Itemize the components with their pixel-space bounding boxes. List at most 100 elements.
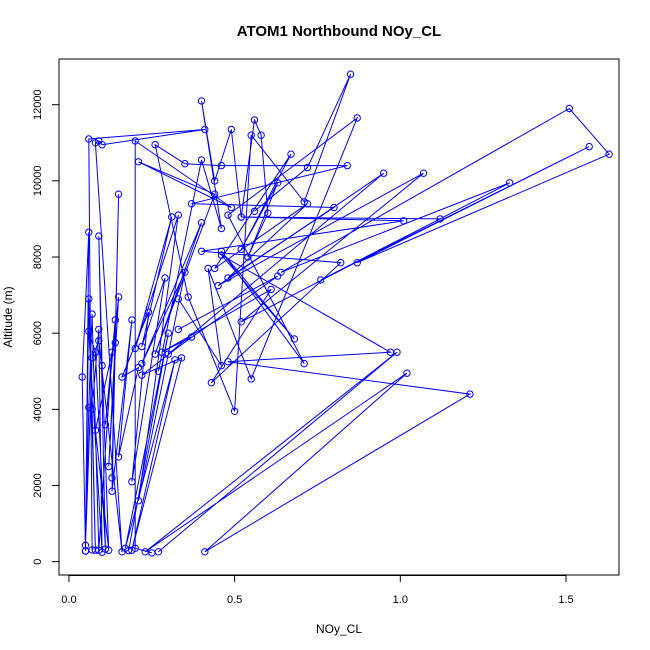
series-line	[154, 73, 352, 412]
data-point	[247, 131, 255, 139]
data-point	[217, 251, 226, 259]
data-point	[330, 203, 338, 212]
data-point	[105, 546, 113, 554]
data-point	[95, 232, 103, 240]
data-point	[217, 224, 226, 233]
data-point	[337, 259, 345, 267]
data-point	[111, 339, 120, 347]
data-point	[95, 325, 103, 334]
x-axis: 0.0 0.5 1.0 1.5	[61, 575, 574, 606]
data-point	[181, 268, 189, 276]
x-tick-label: 1.0	[393, 594, 408, 606]
data-point	[114, 293, 123, 301]
data-point	[187, 200, 196, 208]
data-point	[134, 158, 143, 166]
data-point	[247, 375, 255, 383]
data-point	[565, 104, 573, 113]
data-point	[217, 247, 226, 256]
data-point	[419, 169, 428, 177]
data-point	[138, 371, 146, 379]
data-point	[138, 342, 146, 351]
series-3	[151, 70, 355, 415]
data-point	[101, 420, 110, 429]
data-point	[303, 163, 312, 172]
series-5	[141, 114, 474, 556]
data-point	[128, 316, 136, 324]
data-point	[85, 135, 93, 143]
data-point	[346, 70, 355, 78]
series-2	[101, 137, 236, 557]
data-point	[217, 361, 226, 370]
data-point	[353, 114, 361, 122]
data-point	[85, 228, 93, 237]
data-point	[250, 207, 259, 216]
data-point	[98, 141, 106, 149]
data-point	[436, 215, 444, 223]
data-point	[158, 348, 166, 356]
data-point	[184, 293, 192, 301]
data-point	[224, 211, 232, 219]
data-point	[207, 379, 216, 387]
data-point	[91, 426, 100, 434]
y-tick-label: 6000	[32, 321, 44, 345]
data-point	[605, 150, 613, 158]
data-point	[257, 131, 265, 139]
y-tick-label: 12000	[32, 89, 44, 120]
data-point	[151, 141, 159, 149]
data-point	[230, 407, 239, 415]
data-point	[237, 213, 245, 221]
y-tick-label: 10000	[32, 166, 44, 197]
data-point	[353, 259, 361, 267]
data-point	[88, 354, 96, 362]
y-tick-label: 8000	[32, 245, 44, 269]
data-point	[217, 161, 226, 170]
x-tick-label: 0.0	[61, 594, 76, 606]
y-axis-label: Altitude (m)	[1, 286, 15, 347]
data-point	[174, 295, 183, 303]
data-point	[224, 358, 232, 366]
x-axis-label: NOy_CL	[316, 622, 362, 636]
data-point	[197, 219, 206, 227]
data-point	[91, 348, 100, 356]
data-point	[78, 373, 86, 381]
data-point	[181, 160, 189, 168]
data-point	[161, 274, 169, 282]
data-point	[108, 474, 116, 482]
data-point	[138, 359, 146, 368]
data-point	[227, 125, 236, 134]
data-point	[287, 150, 295, 158]
data-point	[343, 161, 351, 170]
data-point	[154, 548, 163, 556]
data-point	[124, 546, 133, 555]
plot-area	[78, 70, 613, 557]
data-point	[399, 217, 408, 225]
data-point	[300, 198, 308, 206]
data-point	[264, 209, 272, 217]
plot-frame	[58, 58, 620, 576]
data-point	[201, 548, 209, 556]
data-point	[403, 369, 411, 377]
x-tick-label: 1.5	[558, 594, 573, 606]
data-point	[164, 350, 173, 358]
data-point	[197, 247, 206, 256]
data-point	[201, 125, 209, 134]
data-point	[88, 310, 96, 318]
data-point	[237, 318, 245, 326]
y-tick-label: 0	[32, 559, 44, 565]
data-point	[237, 245, 245, 254]
y-tick-label: 4000	[32, 397, 44, 421]
data-point	[91, 546, 100, 554]
series-line	[124, 107, 610, 551]
data-point	[151, 350, 159, 358]
data-point	[277, 268, 285, 276]
data-point	[131, 137, 139, 145]
data-point	[380, 169, 388, 177]
data-point	[317, 276, 325, 284]
data-point	[274, 179, 282, 187]
data-point	[300, 359, 308, 368]
data-point	[197, 97, 206, 105]
series-line	[104, 139, 232, 554]
data-point	[174, 325, 183, 334]
data-point	[98, 361, 106, 370]
